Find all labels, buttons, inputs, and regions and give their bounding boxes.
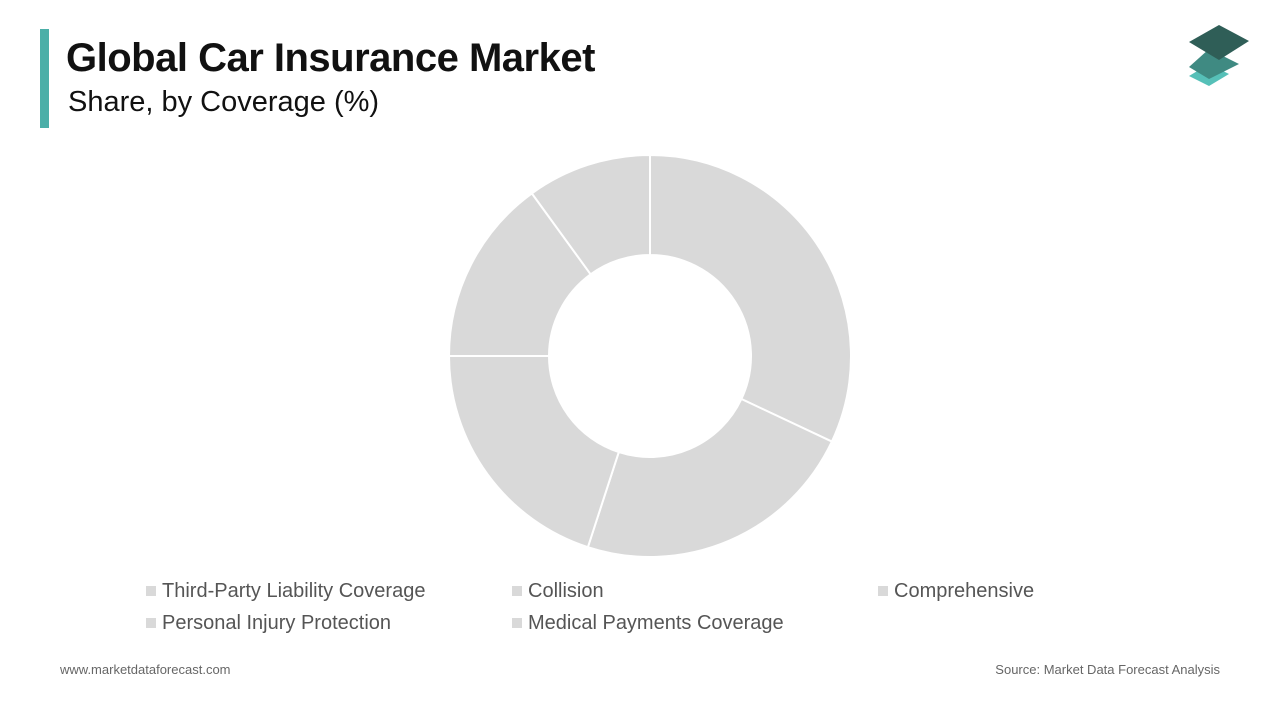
- legend-label: Medical Payments Coverage: [528, 611, 784, 634]
- donut-slice-comprehensive: [447, 355, 621, 549]
- legend-item: Third-Party Liability Coverage: [146, 576, 425, 606]
- footer-website: www.marketdataforecast.com: [60, 662, 231, 677]
- donut-chart: [447, 153, 852, 558]
- donut-slice-medical-payments-coverage: [530, 153, 651, 276]
- logo-layer-middle: [1189, 49, 1239, 79]
- legend-label: Personal Injury Protection: [162, 611, 392, 634]
- legend-swatch: [146, 618, 156, 628]
- footer-source: Source: Market Data Forecast Analysis: [995, 662, 1220, 677]
- donut-slice-third-party-liability-coverage: [649, 153, 852, 443]
- legend-item: Comprehensive: [878, 576, 1034, 606]
- logo: [1184, 22, 1254, 94]
- legend-item: Collision: [512, 576, 604, 606]
- legend-swatch: [146, 586, 156, 596]
- legend-item: Medical Payments Coverage: [512, 608, 784, 638]
- title-accent-bar: [40, 29, 49, 128]
- legend-swatch: [512, 586, 522, 596]
- donut-slice-collision: [586, 397, 834, 558]
- logo-layer-top: [1189, 25, 1249, 60]
- legend-swatch: [512, 618, 522, 628]
- legend-label: Third-Party Liability Coverage: [162, 579, 426, 602]
- page-title: Global Car Insurance Market: [66, 36, 595, 80]
- legend-item: Personal Injury Protection: [146, 608, 391, 638]
- legend: Third-Party Liability Coverage Collision C…: [146, 576, 1146, 640]
- page-subtitle: Share, by Coverage (%): [68, 86, 380, 118]
- stacked-layers-icon: [1189, 25, 1249, 86]
- donut-slice-personal-injury-protection: [447, 191, 593, 357]
- legend-label: Comprehensive: [894, 579, 1035, 602]
- legend-swatch: [878, 586, 888, 596]
- legend-label: Collision: [528, 579, 604, 602]
